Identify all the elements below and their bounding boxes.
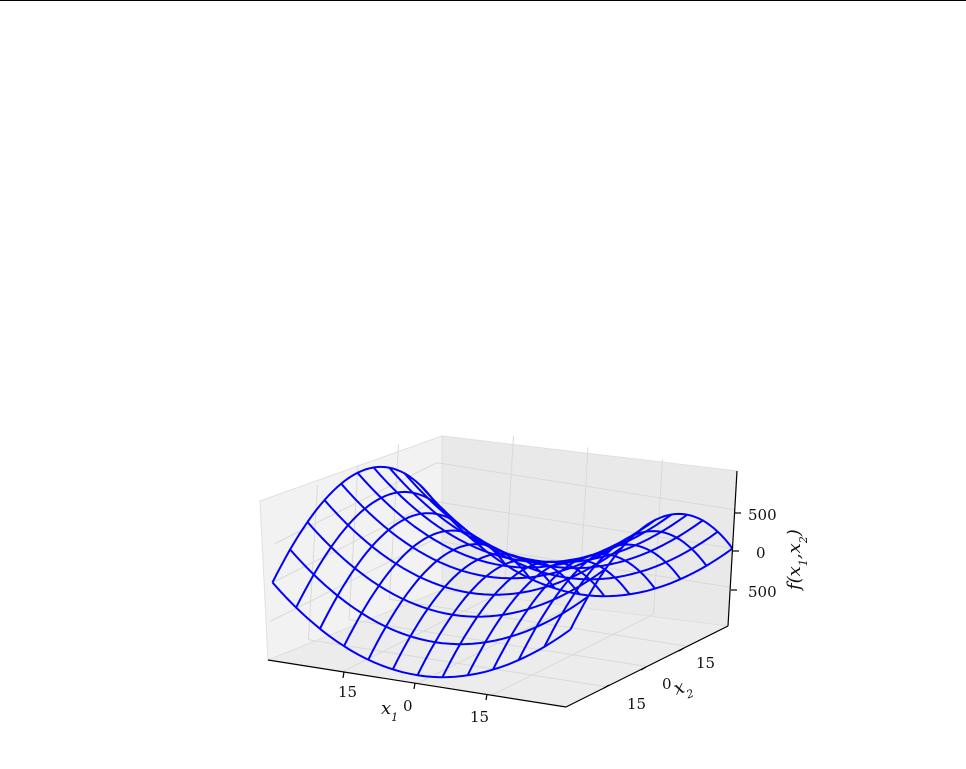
wire-line-x2-10: [433, 500, 734, 598]
wire-line-x2-2: [306, 521, 607, 618]
x1-tick-label-2: 0: [403, 697, 413, 715]
axis-panes: [259, 435, 738, 708]
x2-tick-2: [640, 666, 647, 671]
x1-tick-3: [485, 693, 488, 701]
axis-labels: x1 x2 f(x1,x2): [381, 529, 810, 723]
wire-line-x2-6: [372, 466, 673, 564]
x2-tick-3: [678, 647, 685, 652]
gridline: [348, 619, 648, 667]
z-axis-label: f(x1,x2): [784, 529, 810, 592]
wire-line-x2-1: [289, 548, 589, 646]
x1-tick-label-3: 15: [470, 708, 489, 726]
x2-axis-line: [565, 625, 729, 708]
x1-tick-2: [413, 682, 416, 690]
wire-line-x2-0: [271, 581, 572, 679]
x2-tick-1: [603, 684, 610, 689]
gridline: [491, 613, 654, 696]
axes: [267, 470, 741, 708]
z-axis-line: [727, 470, 738, 627]
top-rule: [0, 0, 966, 1]
x1-axis-line: [267, 659, 567, 708]
z-tick-label-3: 500: [748, 583, 777, 601]
wire-line-x2-7: [388, 467, 688, 564]
x2-tick-label-2: 0: [662, 675, 672, 693]
x1-tick-1: [342, 671, 345, 679]
wire-line-x2-5: [356, 472, 657, 569]
gridline: [272, 501, 435, 583]
wire-line-x2-4: [340, 483, 640, 580]
x2-axis-label: x2: [671, 674, 695, 704]
surface-wireframe: [271, 465, 734, 679]
x2-tick-label-1: 15: [627, 695, 646, 713]
tick-labels: 15 0 15 15 0 15 500 0 500: [338, 506, 777, 726]
x2-tick-label-3: 15: [696, 654, 715, 672]
z-tick-label-1: 500: [748, 506, 777, 524]
z-tick-label-2: 0: [756, 544, 766, 562]
gridline: [436, 462, 735, 511]
wire-line-x2-9: [418, 484, 719, 581]
x1-axis-label: x1: [381, 698, 398, 724]
x1-tick-label-1: 15: [338, 683, 357, 701]
